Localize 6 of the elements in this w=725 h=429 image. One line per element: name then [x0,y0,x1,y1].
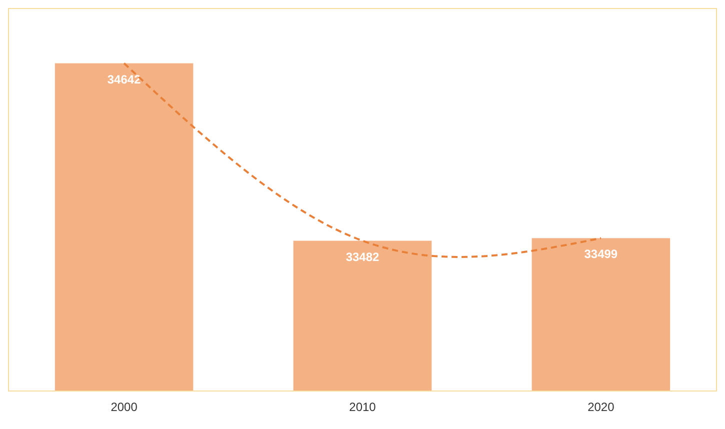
data-label: 33499 [584,247,618,262]
x-tick-label: 2010 [349,400,376,414]
x-tick-label: 2020 [588,400,615,414]
data-label: 33482 [346,250,380,264]
x-tick-label: 2000 [110,400,138,414]
data-label: 34642 [107,72,142,86]
